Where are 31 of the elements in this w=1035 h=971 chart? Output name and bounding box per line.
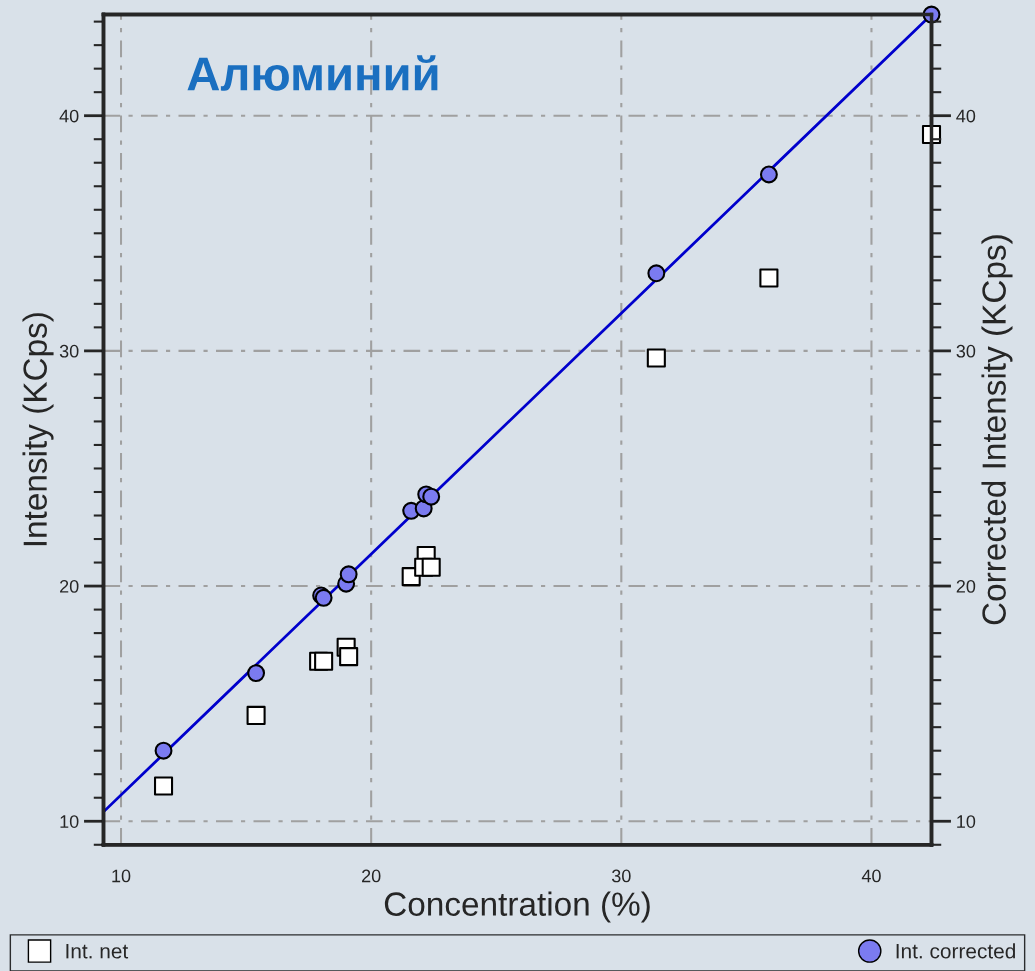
y-tick-label: 30	[59, 344, 79, 358]
y-tick-label: 10	[60, 815, 79, 828]
legend-label: Int. corrected	[896, 943, 1015, 959]
point	[421, 557, 441, 577]
y2-axis-title: Corrected Intensity (KCps)	[981, 235, 1013, 625]
y-axis-title: Intensity (KCps)	[22, 313, 54, 546]
y-tick-label: 40	[59, 109, 79, 123]
point	[339, 565, 358, 584]
point	[314, 651, 334, 671]
x-tick-label: 40	[861, 869, 881, 883]
point	[246, 705, 266, 725]
y2-tick-label: 40	[956, 109, 976, 123]
point	[422, 487, 441, 506]
point	[647, 264, 666, 283]
point	[153, 776, 174, 796]
x-tick-label: 20	[362, 869, 381, 883]
point	[247, 664, 266, 683]
x-tick-label: 10	[112, 869, 131, 883]
point	[154, 741, 173, 760]
point	[646, 348, 666, 368]
point	[759, 268, 779, 288]
x-axis-title: Concentration (%)	[384, 891, 650, 923]
legend-label: Int. net	[66, 944, 129, 959]
y2-tick-label: 30	[956, 344, 976, 358]
point	[759, 165, 778, 184]
y2-tick-label: 10	[957, 815, 976, 828]
y2-tick-label: 20	[956, 580, 976, 593]
y-tick-label: 20	[60, 580, 79, 593]
x-tick-label: 30	[611, 869, 631, 883]
text: Алюминий	[187, 55, 438, 91]
point	[339, 647, 359, 667]
